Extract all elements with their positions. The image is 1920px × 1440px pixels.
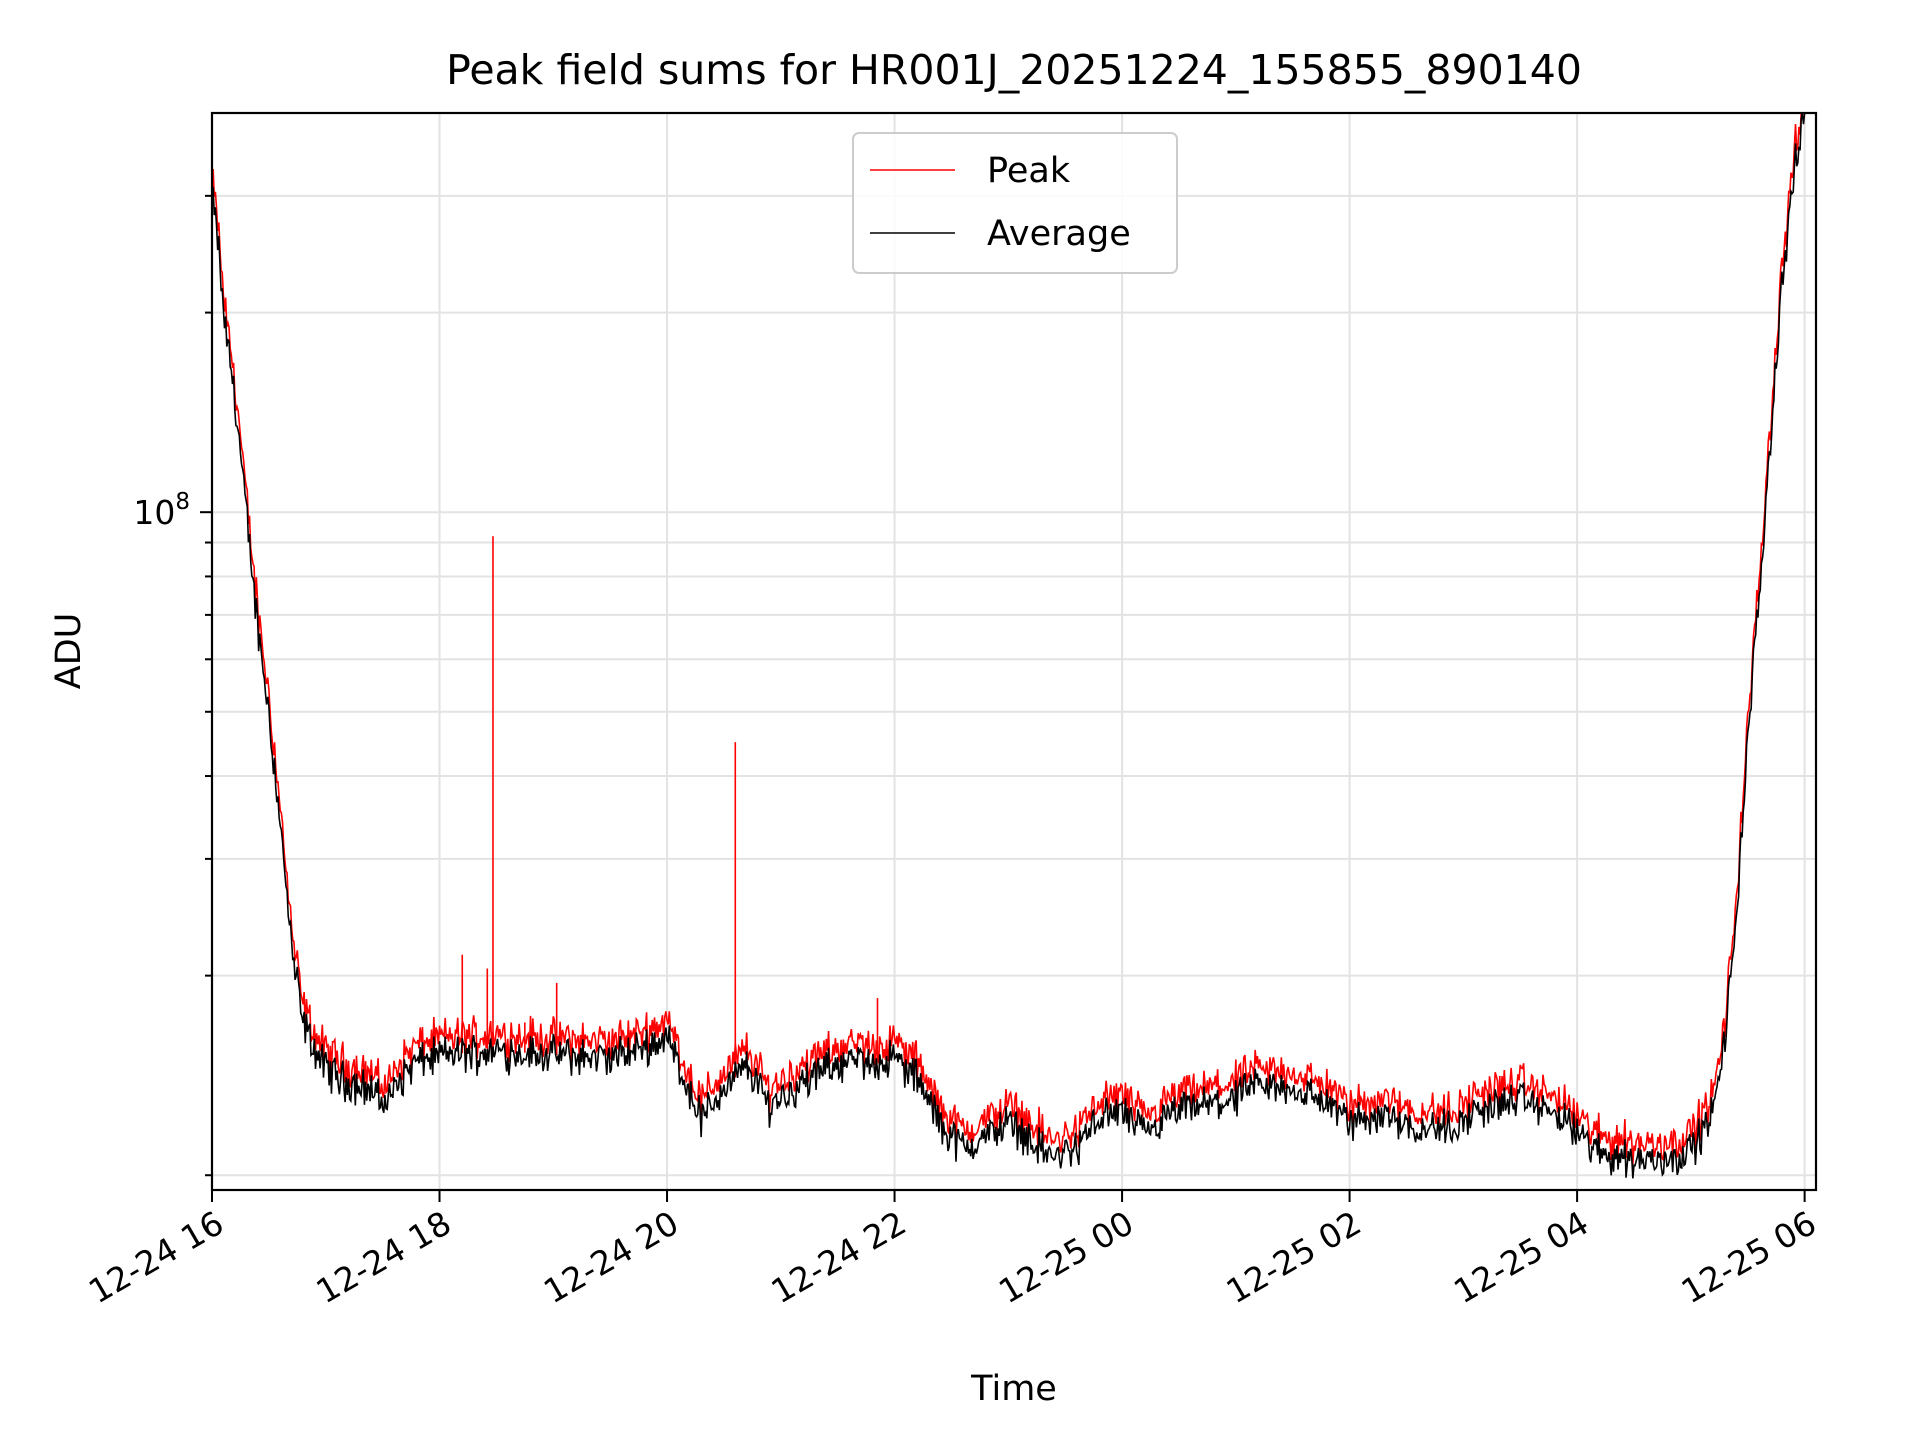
axes-frame bbox=[210, 111, 1818, 1192]
legend-label-peak: Peak bbox=[987, 151, 1071, 191]
legend-box bbox=[852, 132, 1178, 274]
series-peak-line bbox=[211, 112, 1805, 1165]
legend-label-average: Average bbox=[987, 214, 1131, 254]
y-axis-label: ADU bbox=[49, 613, 89, 690]
x-axis-label: Time bbox=[970, 1369, 1057, 1409]
legend: Peak Average bbox=[852, 132, 1178, 274]
y-tick-label: 108 bbox=[133, 489, 190, 532]
y-tick-label-exponent: 8 bbox=[175, 489, 190, 515]
series-average-line bbox=[211, 112, 1806, 1179]
chart-title: Peak field sums for HR001J_20251224_1558… bbox=[446, 46, 1582, 94]
plot-area bbox=[211, 112, 1806, 1179]
y-tick-label-base: 10 bbox=[133, 493, 175, 532]
